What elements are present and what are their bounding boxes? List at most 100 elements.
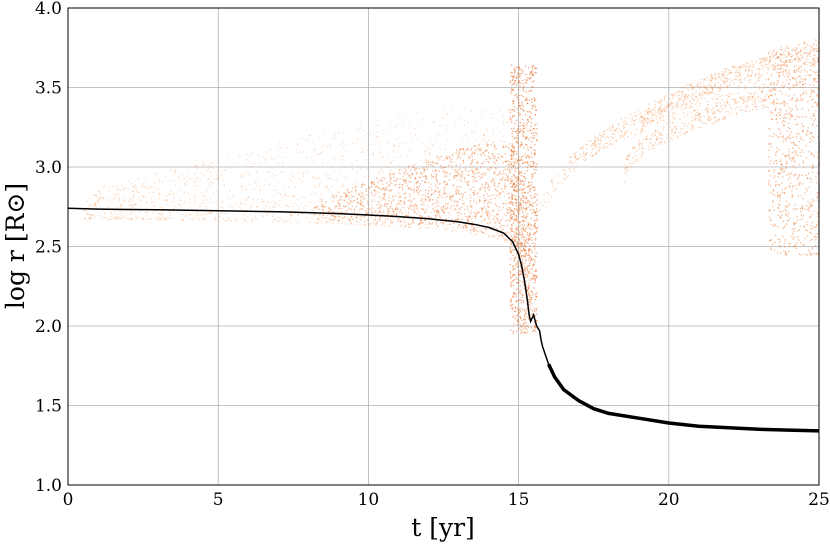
cloud-point [331,186,333,188]
cloud-point [145,202,147,204]
cloud-point [751,65,753,68]
cloud-point [409,201,412,203]
cloud-point [267,212,269,215]
cloud-point [460,117,462,119]
cloud-point [367,176,369,178]
cloud-point [510,209,513,211]
cloud-point [523,224,526,226]
cloud-point [508,231,510,234]
cloud-point [265,205,267,207]
cloud-point [528,235,530,237]
cloud-point [671,128,673,130]
cloud-point [475,180,478,182]
cloud-point [421,142,423,144]
cloud-point [813,78,815,80]
cloud-point [444,212,446,214]
cloud-point [452,154,454,156]
cloud-point [748,98,751,100]
cloud-point [660,100,662,102]
cloud-point [365,138,367,141]
cloud-point [521,118,523,121]
cloud-point [120,203,122,205]
cloud-point [488,157,490,159]
cloud-point [532,242,534,245]
cloud-point [527,186,529,188]
cloud-point [506,233,508,235]
cloud-point [526,308,528,310]
cloud-point [486,150,488,152]
cloud-point [419,223,421,225]
cloud-point [512,231,515,233]
cloud-point [422,167,424,169]
cloud-point [455,230,457,232]
cloud-point [717,75,719,77]
cloud-point [528,250,530,252]
cloud-point [528,288,530,290]
cloud-point [519,145,521,148]
cloud-point [435,223,438,225]
cloud-point [514,198,516,200]
cloud-point [330,214,333,217]
cloud-point [533,168,535,171]
cloud-point [535,237,537,240]
cloud-point [672,94,674,96]
cloud-point [431,219,433,222]
cloud-point [652,132,654,135]
cloud-point [516,153,518,155]
cloud-point [390,222,392,224]
cloud-point [696,83,699,85]
cloud-point [334,133,336,136]
cloud-point [730,72,732,74]
cloud-point [595,152,597,154]
cloud-point [632,146,635,149]
cloud-point [534,315,536,317]
cloud-point [533,219,535,222]
cloud-point [746,96,748,98]
cloud-point [443,170,445,172]
cloud-point [182,219,184,221]
cloud-point [774,109,777,111]
cloud-point [526,144,528,146]
cloud-point [493,182,496,185]
cloud-point [523,331,525,333]
cloud-point [453,205,455,207]
cloud-point [806,60,808,63]
cloud-point [650,111,652,113]
cloud-point [519,82,521,84]
cloud-point [534,211,537,213]
cloud-point [451,158,453,160]
cloud-point [509,220,511,222]
cloud-point [412,165,414,167]
cloud-point [643,123,645,126]
cloud-point [509,109,511,111]
cloud-point [193,181,195,183]
cloud-point [388,197,390,199]
cloud-point [398,172,400,174]
cloud-point [340,156,342,158]
cloud-point [488,139,490,141]
cloud-point [130,219,132,221]
cloud-point [766,106,768,108]
cloud-point [389,219,392,221]
cloud-point [475,167,477,170]
cloud-point [467,218,469,220]
cloud-point [462,160,465,162]
cloud-point [787,220,790,222]
cloud-point [438,183,440,185]
cloud-point [779,48,781,50]
cloud-point [635,128,637,130]
cloud-point [345,193,347,195]
cloud-point [513,260,516,262]
cloud-point [518,247,520,249]
cloud-point [528,201,531,203]
cloud-point [527,130,529,132]
cloud-point [511,280,513,283]
cloud-point [319,216,321,218]
cloud-point [766,86,769,88]
cloud-point [748,70,750,72]
cloud-point [200,172,203,174]
cloud-point [496,174,498,176]
cloud-point [386,207,388,209]
cloud-point [532,278,534,280]
cloud-point [448,179,450,181]
